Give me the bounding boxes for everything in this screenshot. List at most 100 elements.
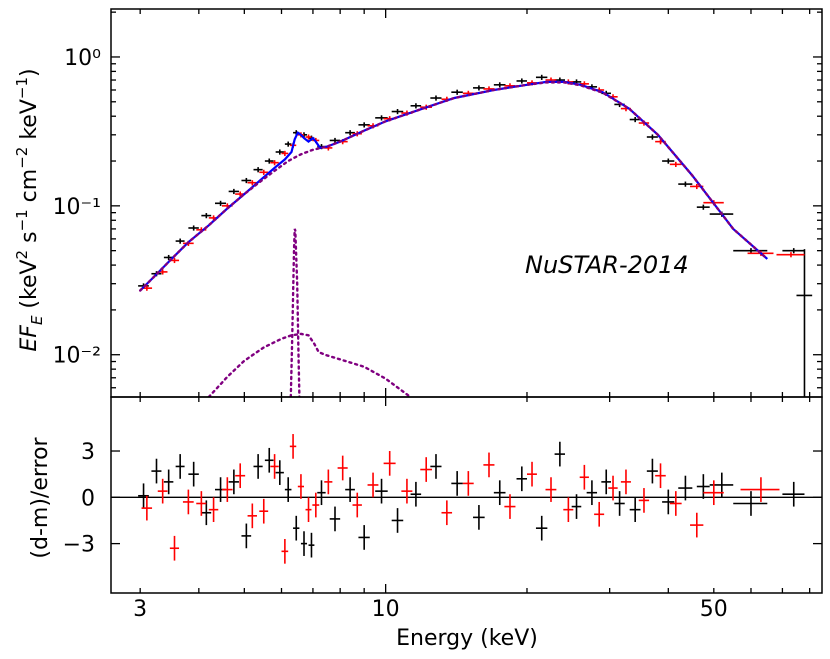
- fpmb-residuals-point: [297, 474, 305, 499]
- fpma-data-point: [264, 158, 274, 164]
- fpma-residuals-point: [317, 480, 326, 506]
- x-tick-label: 50: [700, 597, 728, 622]
- fpma-data-point: [188, 225, 199, 231]
- fpmb-residuals-point: [594, 501, 605, 527]
- fpmb-residuals-point: [526, 461, 537, 487]
- fpmb-residuals-point: [545, 477, 557, 502]
- fpma-residuals-point: [678, 475, 693, 501]
- fpma-residuals-point: [646, 458, 658, 484]
- fpma-residuals-point: [188, 461, 199, 487]
- fpmb-residuals-point: [235, 463, 246, 489]
- fpmb-residuals-point: [483, 452, 495, 478]
- continuum-component-line: [138, 81, 769, 292]
- fpmb-residuals-point: [504, 494, 516, 519]
- fpma-data-point: [253, 167, 263, 173]
- fpma-data-point: [678, 181, 693, 187]
- bottom-y-axis-label: (d-m)/error: [28, 436, 53, 558]
- fpma-residuals-point: [571, 494, 582, 519]
- fpmb-data-point: [259, 169, 269, 175]
- fpmb-residuals-point: [703, 480, 724, 506]
- fpma-residuals-point: [300, 531, 308, 556]
- bottom-panel: 3 0 −3 (d-m)/error 3 10 50 Energy (keV): [28, 396, 823, 651]
- fpma-residuals-point: [430, 454, 442, 479]
- fpma-residuals-point: [535, 515, 548, 541]
- fpmb-residuals-point: [196, 491, 207, 516]
- fpma-residuals-point: [358, 525, 370, 550]
- fpma-data-point: [228, 188, 239, 195]
- fpmb-residuals-point: [208, 497, 219, 523]
- fpmb-residuals-point: [324, 469, 333, 495]
- fpmb-residuals-point: [270, 454, 279, 479]
- fpmb-residuals-point: [383, 451, 396, 476]
- fpma-residuals-point: [201, 500, 212, 526]
- fpma-residuals-point: [228, 469, 239, 495]
- fpma-residuals-point: [516, 466, 527, 492]
- fpma-residuals-point: [473, 505, 485, 530]
- fpma-residuals-point: [554, 441, 566, 467]
- fpma-residuals-point: [586, 480, 598, 506]
- fpma-data-point: [201, 213, 212, 219]
- fpmb-residuals-point: [638, 488, 650, 513]
- fpmb-residuals-point: [620, 469, 631, 495]
- fpmb-data-point: [776, 252, 805, 258]
- fpma-data-point: [629, 116, 641, 123]
- fpmb-data-point: [305, 134, 312, 140]
- fpmb-residuals-point: [289, 434, 297, 459]
- fpmb-residuals-point: [441, 500, 453, 526]
- fpmb-residuals-point: [259, 498, 269, 524]
- fpmb-residuals-point: [608, 475, 618, 501]
- top-panel-ticks: 10⁰ 10⁻¹ 10⁻²: [53, 9, 822, 397]
- fpma-data-point: [451, 89, 463, 95]
- fpmb-residuals-point: [281, 538, 289, 564]
- fpma-data-point: [175, 238, 185, 244]
- fpma-data-point: [733, 248, 768, 254]
- fpma-residuals-point: [601, 469, 612, 495]
- fpma-residuals-point: [264, 447, 274, 473]
- fpmb-residuals-point: [182, 489, 194, 515]
- fpma-residuals-point: [329, 506, 341, 532]
- fpmb-residuals-point: [462, 471, 474, 496]
- x-tick-labels: 3 10 50: [133, 597, 728, 622]
- fpmb-residuals-point: [401, 478, 413, 504]
- fpmb-residuals-point: [157, 478, 168, 504]
- instrument-annotation: NuSTAR-2014: [525, 251, 689, 279]
- fpma-residuals-point: [151, 458, 162, 484]
- fpmb-residuals-point: [305, 497, 312, 523]
- fpma-residuals-point: [253, 454, 263, 479]
- fpma-residuals-point: [284, 477, 292, 502]
- fpma-residuals-point: [614, 491, 625, 516]
- fpmb-data-point: [247, 180, 257, 186]
- top-y-tick-label: 10⁻¹: [53, 195, 101, 220]
- fpmb-residuals-point: [141, 495, 153, 521]
- fpmb-residuals-point: [247, 503, 257, 529]
- fpma-data-point: [696, 204, 710, 210]
- fpma-residuals-point: [782, 481, 805, 507]
- fpmb-residuals-point: [352, 492, 362, 518]
- fpmb-residuals-point: [579, 464, 589, 490]
- fpma-data-point: [275, 149, 284, 155]
- fpma-residuals-point: [175, 454, 185, 479]
- fpma-data-point: [358, 122, 370, 128]
- fpmb-residuals-point: [169, 535, 180, 561]
- fpma-residuals-point: [629, 497, 641, 523]
- fpmb-residuals-point: [312, 492, 320, 518]
- fpma-residuals-point: [451, 471, 463, 496]
- fpma-residuals-point: [163, 469, 174, 495]
- fpma-residuals-point: [241, 523, 252, 549]
- fpma-data-point: [430, 95, 442, 101]
- bottom-panel-frame: [110, 396, 823, 594]
- narrow-line-component-line: [289, 228, 301, 397]
- fpmb-data-point: [270, 160, 279, 166]
- fpma-data-point: [473, 85, 485, 91]
- top-y-tick-label: 10⁰: [64, 46, 101, 71]
- bottom-y-tick-label: −3: [63, 533, 95, 558]
- fpma-residuals-point: [662, 489, 675, 515]
- fpma-data-point: [241, 177, 252, 184]
- fpma-residuals-point: [308, 532, 315, 558]
- fpma-data-point: [796, 249, 813, 397]
- fpmb-residuals-point: [337, 455, 348, 481]
- fpmb-residuals-point: [740, 477, 780, 502]
- fpma-data-point: [375, 115, 388, 121]
- bottom-y-tick-label: 0: [81, 486, 95, 511]
- fpmb-data-point: [281, 150, 289, 157]
